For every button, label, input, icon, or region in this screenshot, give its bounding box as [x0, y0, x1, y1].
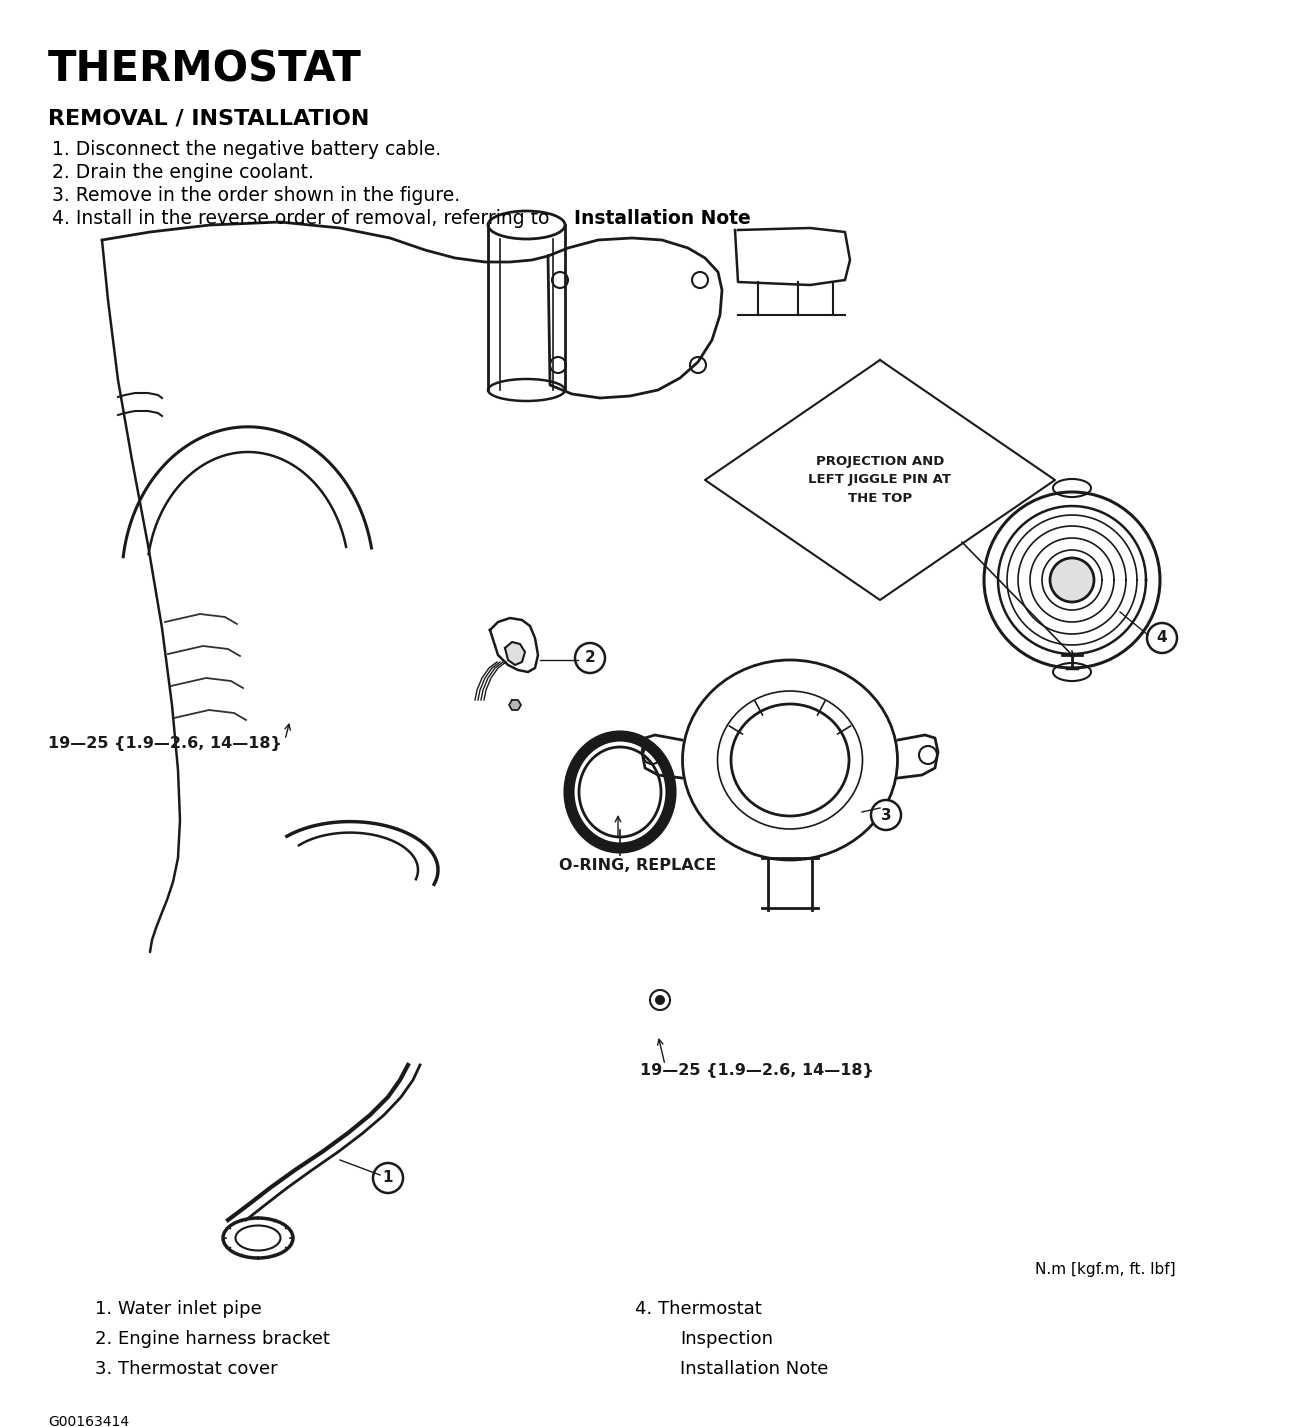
Text: 3. Thermostat cover: 3. Thermostat cover [95, 1360, 278, 1378]
Polygon shape [508, 701, 521, 711]
Text: Installation Note: Installation Note [575, 208, 751, 228]
Circle shape [872, 801, 901, 831]
Ellipse shape [578, 746, 661, 838]
Text: 2. Engine harness bracket: 2. Engine harness bracket [95, 1330, 329, 1349]
Text: 4: 4 [1157, 631, 1167, 645]
Circle shape [575, 644, 604, 674]
Text: REMOVAL / INSTALLATION: REMOVAL / INSTALLATION [48, 108, 370, 128]
Text: Inspection: Inspection [680, 1330, 773, 1349]
Circle shape [374, 1163, 403, 1193]
Text: 2. Drain the engine coolant.: 2. Drain the engine coolant. [52, 163, 314, 183]
Text: 3: 3 [881, 808, 891, 822]
Text: THERMOSTAT: THERMOSTAT [48, 49, 362, 90]
Text: N.m [kgf.m, ft. lbf]: N.m [kgf.m, ft. lbf] [1035, 1261, 1175, 1277]
Circle shape [655, 995, 665, 1005]
Text: 1. Disconnect the negative battery cable.: 1. Disconnect the negative battery cable… [52, 140, 441, 158]
Text: 3. Remove in the order shown in the figure.: 3. Remove in the order shown in the figu… [52, 186, 460, 205]
Text: 1. Water inlet pipe: 1. Water inlet pipe [95, 1300, 262, 1319]
Text: Installation Note: Installation Note [680, 1360, 829, 1378]
Text: 1: 1 [383, 1170, 393, 1186]
Text: 19—25 {1.9—2.6, 14—18}: 19—25 {1.9—2.6, 14—18} [639, 1063, 874, 1077]
Text: O-RING, REPLACE: O-RING, REPLACE [559, 858, 717, 873]
Circle shape [1051, 558, 1093, 602]
Circle shape [1147, 624, 1176, 654]
Text: 2: 2 [585, 651, 595, 665]
Polygon shape [505, 642, 525, 665]
Text: .: . [722, 208, 728, 228]
Text: 4. Install in the reverse order of removal, referring to: 4. Install in the reverse order of remov… [52, 208, 555, 228]
Text: 19—25 {1.9—2.6, 14—18}: 19—25 {1.9—2.6, 14—18} [48, 736, 281, 751]
Text: G00163414: G00163414 [48, 1416, 130, 1427]
Text: 4. Thermostat: 4. Thermostat [636, 1300, 761, 1319]
Text: PROJECTION AND
LEFT JIGGLE PIN AT
THE TOP: PROJECTION AND LEFT JIGGLE PIN AT THE TO… [808, 455, 952, 505]
